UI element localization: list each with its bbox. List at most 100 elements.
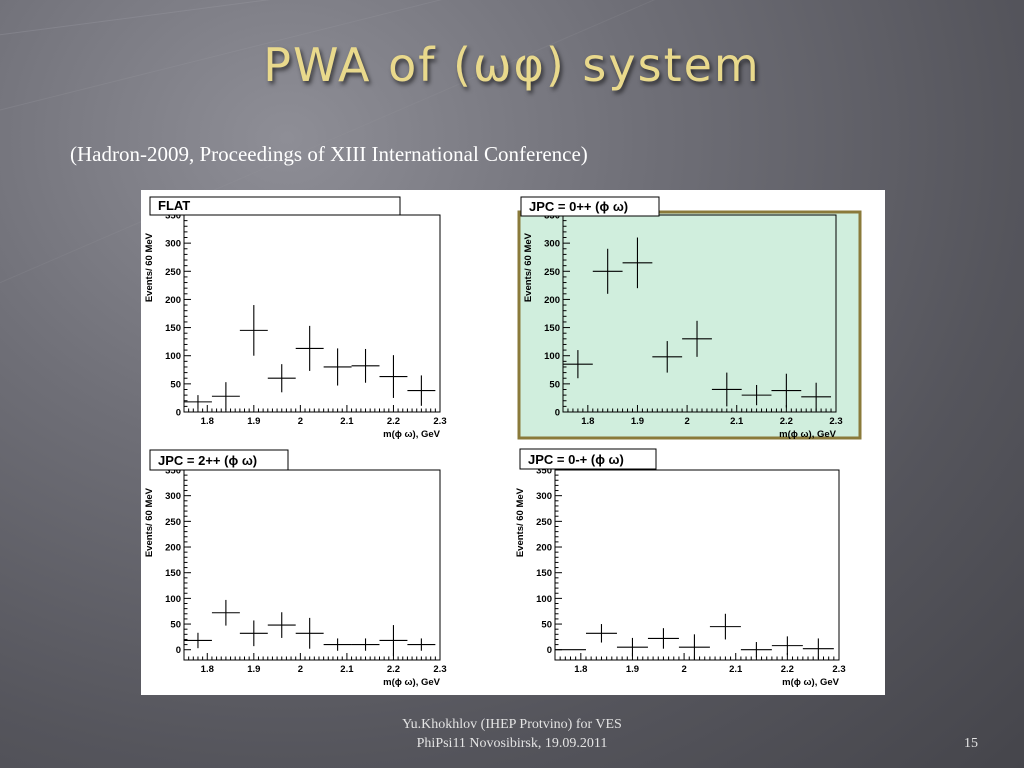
data-point (379, 625, 408, 656)
data-point (184, 632, 212, 649)
y-tick-label: 200 (165, 295, 181, 306)
x-axis-title: m(ϕ ω), GeV (782, 677, 840, 688)
y-tick-label: 200 (536, 543, 552, 554)
data-point (407, 375, 436, 406)
x-tick-label: 2.3 (829, 416, 842, 427)
data-point (802, 638, 834, 659)
data-point (682, 320, 712, 357)
x-tick-label: 1.8 (574, 664, 587, 675)
x-tick-label: 2.1 (729, 664, 743, 675)
data-point (211, 382, 240, 411)
y-tick-label: 50 (170, 379, 181, 390)
panel-title: FLAT (158, 198, 190, 213)
data-point (407, 638, 436, 651)
x-tick-label: 2.2 (387, 416, 400, 427)
y-tick-label: 0 (547, 645, 552, 656)
slide-number: 15 (964, 736, 978, 751)
data-point (678, 634, 710, 660)
x-tick-label: 2.3 (433, 416, 446, 427)
data-point (563, 350, 593, 379)
x-tick-label: 1.9 (631, 416, 644, 427)
x-tick-label: 2 (298, 416, 303, 427)
data-point (647, 628, 679, 649)
data-point (211, 599, 240, 626)
panel-title: JPC = 2++ (ϕ ω) (158, 453, 257, 468)
y-tick-label: 150 (544, 323, 560, 334)
panel-title-box (520, 196, 660, 217)
y-tick-label: 150 (165, 568, 181, 579)
y-axis-title: Events/ 60 MeV (144, 232, 155, 302)
y-tick-label: 200 (165, 543, 181, 554)
y-tick-label: 300 (536, 491, 552, 502)
data-point (323, 348, 352, 386)
x-tick-label: 1.9 (626, 664, 639, 675)
data-point (585, 624, 617, 643)
x-tick-label: 2 (684, 416, 689, 427)
y-tick-label: 250 (544, 267, 560, 278)
x-axis-title: m(ϕ ω), GeV (383, 429, 441, 440)
y-tick-label: 0 (555, 408, 560, 419)
x-tick-label: 2.2 (781, 664, 794, 675)
y-axis-title: Events/ 60 MeV (144, 487, 155, 557)
y-tick-label: 250 (165, 517, 181, 528)
y-tick-label: 50 (541, 620, 552, 631)
y-tick-label: 50 (170, 620, 181, 631)
panel-title-box (519, 448, 657, 470)
chart-panel-1: 0 50 100 150 200 250 300 350 1.8 1.9 2 2.1 2.2 2.3 m(ϕ… (144, 196, 447, 440)
data-point (622, 237, 653, 289)
y-tick-label: 100 (544, 351, 560, 362)
data-point (711, 372, 742, 407)
x-tick-label: 2.3 (832, 664, 845, 675)
data-point (801, 382, 832, 411)
x-axis-title: m(ϕ ω), GeV (779, 429, 837, 440)
data-point (709, 613, 741, 640)
y-axis-title: Events/ 60 MeV (515, 487, 526, 557)
chart-panel-3: 0 50 100 150 200 250 300 350 1.8 1.9 2 2.1 2.2 2.3 m(ϕ… (144, 449, 447, 688)
chart-panel-4: 0 50 100 150 200 250 300 350 1.8 1.9 2 2.1 2.2 2.3 m(ϕ… (515, 448, 846, 688)
y-tick-label: 350 (165, 466, 181, 477)
plot-frame (562, 214, 837, 413)
y-tick-label: 150 (536, 568, 552, 579)
x-tick-label: 1.8 (201, 416, 214, 427)
plot-frame (183, 214, 441, 413)
data-point (323, 638, 352, 651)
y-tick-label: 300 (165, 239, 181, 250)
data-point (741, 384, 772, 406)
data-point (295, 325, 324, 371)
panel-title: JPC = 0++ (ϕ ω) (529, 199, 628, 214)
x-tick-label: 2.2 (387, 664, 400, 675)
data-point (592, 248, 623, 294)
data-point (616, 637, 648, 657)
data-point (771, 636, 803, 655)
y-tick-label: 0 (176, 408, 181, 419)
x-tick-label: 2.3 (433, 664, 446, 675)
footer-event: PhiPsi11 Novosibirsk, 19.09.2011 (416, 736, 608, 751)
y-tick-label: 50 (549, 379, 560, 390)
x-tick-label: 2 (298, 664, 303, 675)
y-tick-label: 350 (536, 466, 552, 477)
highlight-box (517, 210, 862, 440)
x-tick-label: 1.9 (247, 664, 260, 675)
data-point (239, 620, 268, 647)
slide-subtitle: (Hadron-2009, Proceedings of XIII Intern… (70, 142, 588, 166)
data-point (351, 348, 380, 383)
plot-frame (183, 469, 441, 661)
y-tick-label: 150 (165, 323, 181, 334)
data-point (652, 341, 683, 373)
pwa-figure: 0 50 100 150 200 250 300 350 1.8 1.9 2 2.1 2.2 2.3 m(ϕ… (141, 190, 885, 695)
data-point (740, 642, 772, 658)
y-tick-label: 300 (544, 239, 560, 250)
x-tick-label: 2.2 (780, 416, 793, 427)
y-tick-label: 300 (165, 491, 181, 502)
x-tick-label: 2.1 (730, 416, 744, 427)
y-tick-label: 200 (544, 295, 560, 306)
y-tick-label: 100 (165, 594, 181, 605)
y-tick-label: 100 (536, 594, 552, 605)
data-point (379, 355, 408, 398)
panel-title-box (149, 196, 401, 216)
slide-title: PWA of (ωφ) system (263, 38, 761, 92)
data-point (267, 612, 296, 638)
x-tick-label: 2.1 (340, 416, 354, 427)
